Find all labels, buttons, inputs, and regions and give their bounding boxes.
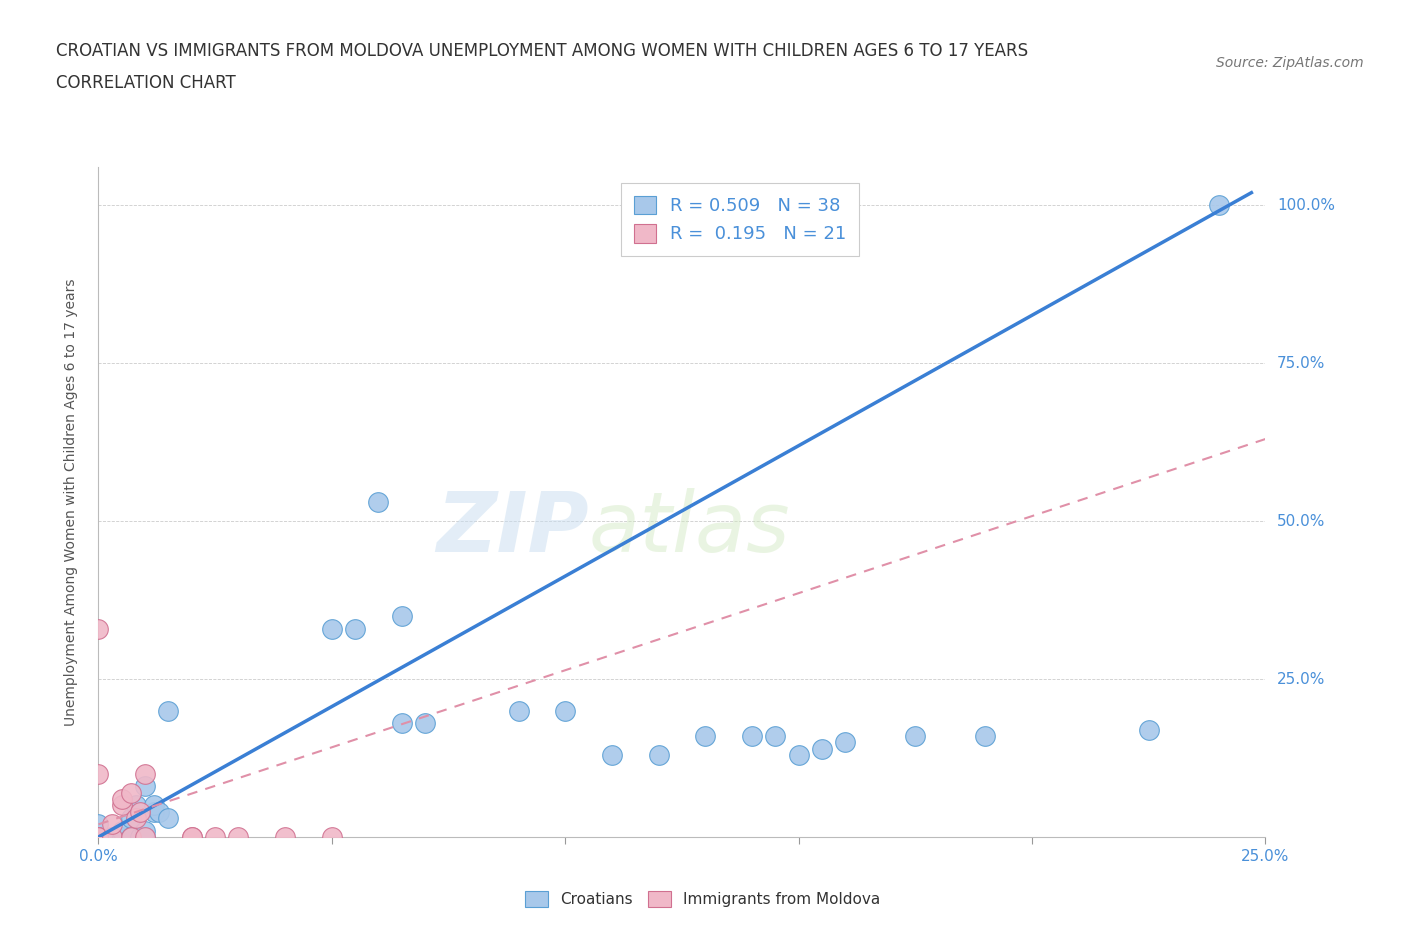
Point [120,830,142,844]
Point [125,798,148,813]
Point [134,823,156,838]
Text: atlas: atlas [589,488,790,569]
Point [143,804,166,819]
Point [87,621,110,636]
Point [763,728,786,743]
Point [274,830,297,844]
Point [391,716,413,731]
Point [129,830,152,844]
Text: 50.0%: 50.0% [1277,513,1326,528]
Point [974,728,997,743]
Point [134,766,156,781]
Point [87,830,110,844]
Point [87,830,110,844]
Point [87,830,110,844]
Point [111,823,134,838]
Point [904,728,927,743]
Point [180,830,202,844]
Text: 75.0%: 75.0% [1277,356,1326,371]
Point [111,830,134,844]
Point [120,830,142,844]
Point [125,811,148,826]
Point [134,830,156,844]
Point [87,817,110,831]
Text: 100.0%: 100.0% [1277,198,1336,213]
Point [367,495,389,510]
Point [228,830,250,844]
Point [111,791,134,806]
Point [554,703,576,718]
Point [1137,723,1160,737]
Point [787,748,810,763]
Point [87,830,110,844]
Point [87,766,110,781]
Point [120,785,142,800]
Point [101,830,124,844]
Point [101,830,124,844]
Text: Source: ZipAtlas.com: Source: ZipAtlas.com [1216,56,1364,70]
Point [695,728,717,743]
Point [129,804,152,819]
Point [321,830,343,844]
Point [741,728,763,743]
Point [157,811,180,826]
Point [134,830,156,844]
Text: 25.0%: 25.0% [1277,671,1326,686]
Legend: R = 0.509   N = 38, R =  0.195   N = 21: R = 0.509 N = 38, R = 0.195 N = 21 [621,183,859,256]
Point [204,830,226,844]
Point [180,830,202,844]
Point [508,703,530,718]
Legend: Croatians, Immigrants from Moldova: Croatians, Immigrants from Moldova [519,884,887,913]
Text: CROATIAN VS IMMIGRANTS FROM MOLDOVA UNEMPLOYMENT AMONG WOMEN WITH CHILDREN AGES : CROATIAN VS IMMIGRANTS FROM MOLDOVA UNEM… [56,42,1028,60]
Text: CORRELATION CHART: CORRELATION CHART [56,74,236,92]
Point [134,779,156,794]
Point [148,804,170,819]
Text: ZIP: ZIP [436,488,589,569]
Point [413,716,436,731]
Point [157,703,180,718]
Point [101,817,124,831]
Point [87,830,110,844]
Point [600,748,623,763]
Point [1208,198,1230,213]
Y-axis label: Unemployment Among Women with Children Ages 6 to 17 years: Unemployment Among Women with Children A… [63,278,77,726]
Point [321,621,343,636]
Point [143,798,166,813]
Point [647,748,669,763]
Point [834,735,856,750]
Point [120,811,142,826]
Point [344,621,367,636]
Point [111,798,134,813]
Point [391,608,413,623]
Point [811,741,834,756]
